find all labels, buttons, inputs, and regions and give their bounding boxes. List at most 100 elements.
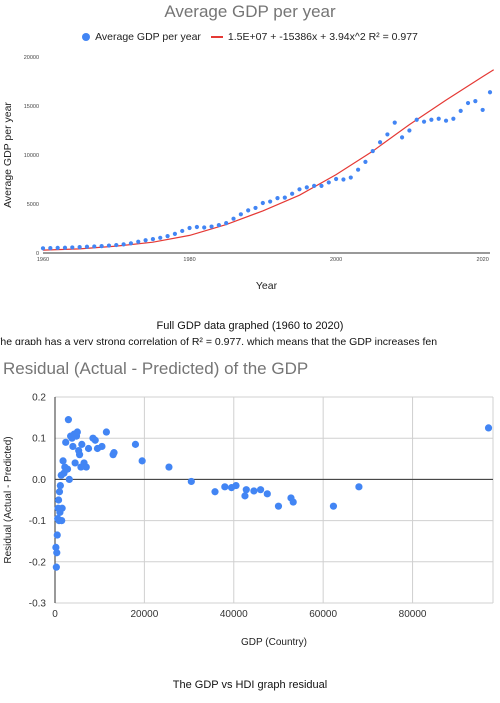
data-point — [78, 440, 86, 448]
data-point — [304, 185, 309, 190]
data-point — [128, 241, 134, 246]
data-point — [268, 199, 273, 204]
data-point — [194, 224, 199, 230]
x-tick-label: 20000 — [130, 609, 158, 620]
data-point — [355, 483, 363, 491]
y-tick-label: 15000 — [24, 104, 39, 110]
data-point — [165, 463, 173, 471]
data-point — [241, 492, 249, 500]
data-point — [232, 481, 240, 490]
data-point — [341, 177, 346, 182]
chart1-plot: 0 5000 10000 15000 20000 1960 1980 2000 2020 Year… — [2, 55, 495, 292]
legend-item-trendline: 1.5E+07 + -15386x + 3.94x^2 R² = 0.977 — [210, 31, 418, 43]
data-point — [326, 180, 331, 185]
data-point — [274, 502, 283, 510]
y-axis-label: Average GDP per year — [2, 102, 14, 208]
chart2-plot: -0.3 -0.2 -0.1 0.0 0.1 0.2 0 20000 40000 60000 800… — [3, 393, 494, 648]
data-point — [136, 239, 141, 244]
chart2-caption: The GDP vs HDI graph residual — [172, 679, 328, 691]
chart1-title: Average GDP per year — [164, 2, 336, 21]
data-point — [121, 242, 126, 247]
y-tick-label: 20000 — [24, 55, 39, 61]
data-point — [263, 490, 271, 498]
x-axis-label: GDP (Country) — [241, 637, 307, 648]
data-point — [246, 208, 251, 213]
y-tick-label: 0.0 — [32, 475, 46, 486]
data-point — [53, 549, 61, 557]
data-point — [202, 225, 207, 230]
x-tick-label: 1980 — [183, 257, 195, 263]
data-point — [92, 244, 97, 249]
data-point — [297, 187, 302, 192]
chart1-legend: Average GDP per year 1.5E+07 + -15386x +… — [0, 31, 500, 43]
y-tick-label: 5000 — [27, 202, 39, 208]
data-point — [53, 531, 61, 539]
y-axis-label: Residual (Actual - Predicted) — [3, 436, 14, 563]
data-point — [392, 120, 397, 125]
x-tick-label: 0 — [52, 609, 58, 620]
data-point — [84, 444, 93, 453]
data-point — [458, 108, 463, 113]
data-point — [260, 200, 265, 206]
data-point — [58, 517, 66, 525]
data-point — [62, 245, 68, 250]
data-point — [59, 457, 67, 465]
data-point — [62, 438, 70, 446]
data-point — [451, 116, 456, 121]
data-point — [385, 132, 390, 137]
data-point — [421, 119, 427, 124]
data-point — [275, 196, 280, 201]
data-point — [319, 183, 324, 188]
data-point — [64, 416, 73, 424]
data-point — [355, 167, 361, 172]
data-point — [363, 159, 368, 164]
data-point — [377, 140, 383, 145]
chart1-caption: Full GDP data graphed (1960 to 2020) — [156, 320, 344, 332]
data-point — [70, 245, 75, 250]
legend-item-series: Average GDP per year — [82, 31, 201, 43]
data-point — [63, 465, 72, 473]
data-point — [52, 563, 60, 571]
data-point — [484, 424, 493, 432]
data-point — [187, 225, 192, 231]
x-tick-label: 60000 — [309, 609, 337, 620]
data-point — [348, 175, 353, 180]
data-point — [221, 483, 229, 491]
data-point — [209, 224, 214, 229]
data-point — [55, 245, 60, 251]
data-point — [407, 128, 412, 133]
data-point — [114, 242, 119, 248]
data-point — [82, 463, 90, 471]
data-point — [436, 116, 441, 121]
data-point — [370, 148, 375, 154]
data-point — [165, 234, 170, 239]
data-point — [282, 195, 287, 200]
data-point — [399, 135, 405, 140]
x-tick-label: 80000 — [399, 609, 427, 620]
x-tick-label: 1960 — [37, 257, 49, 263]
data-point — [73, 428, 81, 436]
data-point — [224, 221, 229, 226]
data-point — [250, 487, 258, 495]
data-point — [71, 459, 79, 467]
data-point — [75, 451, 84, 459]
data-point — [480, 107, 485, 113]
data-point — [231, 216, 236, 221]
data-point — [216, 222, 221, 228]
data-point — [150, 236, 156, 242]
data-point — [40, 246, 46, 251]
data-point — [99, 244, 104, 249]
data-point — [77, 245, 82, 250]
x-tick-label: 2000 — [330, 257, 342, 263]
data-point — [55, 488, 64, 496]
legend-dot-icon — [82, 33, 91, 41]
data-point — [91, 436, 99, 444]
legend-label-series: Average GDP per year — [95, 31, 201, 43]
data-point — [54, 496, 63, 504]
data-point — [211, 488, 219, 496]
data-point — [473, 99, 478, 104]
y-tick-label: 10000 — [24, 153, 39, 159]
x-axis-label: Year — [256, 280, 278, 292]
data-point — [143, 238, 148, 243]
data-point — [56, 481, 64, 490]
